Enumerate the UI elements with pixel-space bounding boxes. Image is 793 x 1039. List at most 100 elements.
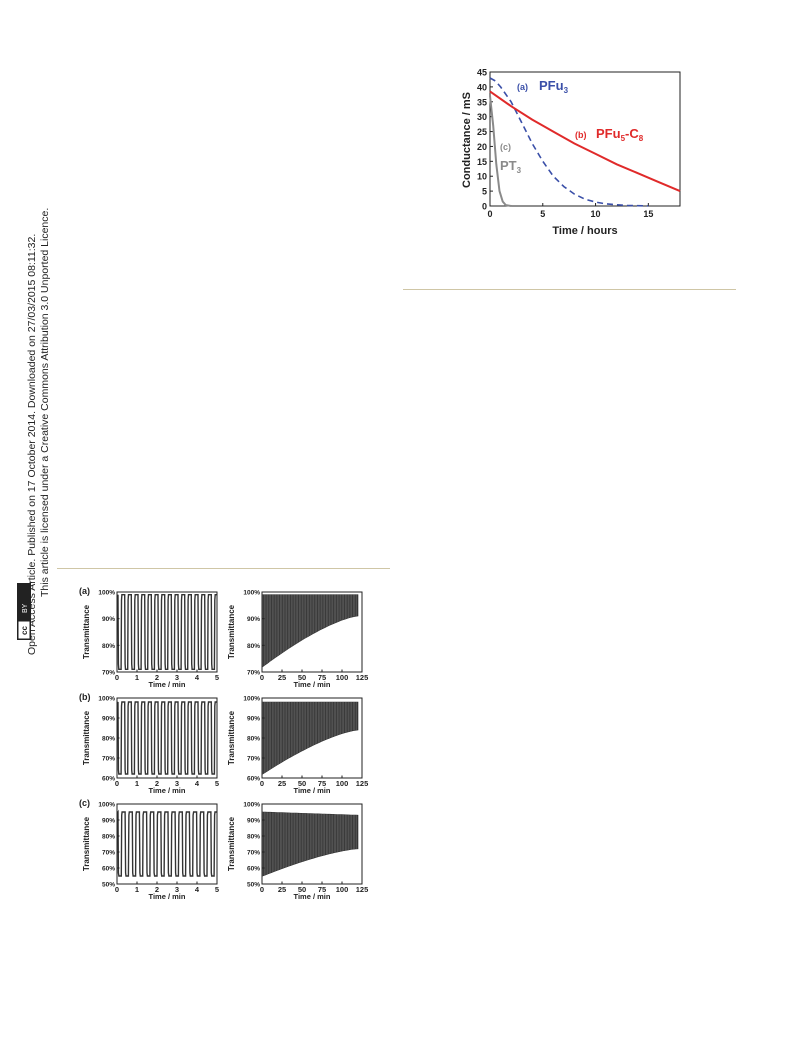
transmittance-trace-1 [116, 593, 217, 671]
panel-y-tick-label: 90% [247, 616, 260, 623]
panel-y-tick-label: 70% [102, 850, 115, 857]
series-label-a-letter: (a) [517, 82, 528, 92]
panel-x-tick-label: 2 [155, 779, 159, 788]
panel-letter-label: (b) [79, 692, 91, 702]
panel-frame [116, 591, 218, 673]
panel-y-tick-label: 60% [247, 776, 260, 783]
panel-x-tick-label: 5 [215, 779, 219, 788]
series-label-b-sub2: 8 [639, 134, 644, 143]
series-label-a-main: PFu [539, 78, 564, 93]
panel-y-tick-label: 70% [247, 670, 260, 677]
transmittance-panel-5: 50% 60% 70% 80% 90% 100% 0 1 2 3 4 5 Time / min Trans… [79, 798, 219, 900]
x-tick-label-0: 0 [487, 209, 492, 219]
panel-letter-label: (a) [79, 586, 90, 596]
panel-y-tick-label: 80% [102, 736, 115, 743]
series-label-a: (a) PFu3 [517, 78, 569, 95]
svg-text:PT3: PT3 [500, 158, 522, 175]
panel-frame [261, 803, 363, 885]
panel-y-tick-label: 60% [102, 776, 115, 783]
panel-y-tick-label: 100% [243, 696, 260, 703]
transmittance-trace-3 [116, 701, 217, 775]
panel-x-tick-label: 25 [278, 885, 286, 894]
cc-badge-text: cc [20, 626, 29, 635]
panel-x-tick-label: 100 [336, 779, 349, 788]
panel-x-tick-label: 3 [175, 779, 179, 788]
panel-x-tick-label: 75 [318, 779, 326, 788]
panel-x-tick-label: 1 [135, 673, 139, 682]
panel-x-tick-label: 2 [155, 885, 159, 894]
conductance-ylabel: Conductance / mS [461, 92, 473, 188]
panel-x-tick-label: 4 [195, 779, 200, 788]
panel-y-tick-label: 50% [247, 882, 260, 889]
panel-frame [261, 591, 363, 673]
panel-x-tick-label: 1 [135, 885, 139, 894]
transmittance-trace-5 [116, 809, 217, 877]
panel-y-tick-label: 80% [247, 643, 260, 650]
x-tick-label-2: 10 [591, 209, 601, 219]
panel-x-tick-label: 0 [115, 673, 119, 682]
panel-xlabel: Time / min [294, 786, 331, 795]
series-label-c: (c) PT3 [500, 142, 522, 175]
series-line-PFu3 [489, 77, 649, 207]
panel-x-tick-label: 5 [215, 673, 219, 682]
panel-xlabel: Time / min [294, 680, 331, 689]
panel-xlabel: Time / min [149, 892, 186, 900]
panel-y-tick-label: 70% [102, 756, 115, 763]
transmittance-panel-6: 50% 60% 70% 80% 90% 100% 0 25 50 75 100 125 Time / m… [227, 802, 368, 901]
panel-x-tick-label: 1 [135, 779, 139, 788]
series-label-c-main: PT [500, 158, 517, 173]
panel-x-tick-label: 50 [298, 885, 306, 894]
panel-xlabel: Time / min [149, 786, 186, 795]
panel-x-tick-label: 75 [318, 673, 326, 682]
series-label-c-sub: 3 [517, 166, 522, 175]
conductance-series [489, 77, 681, 207]
panel-ylabel: Transmittance [82, 816, 91, 871]
y-tick-label-2: 10 [477, 172, 487, 182]
license-sidebar-svg: Open Access Article. Published on 17 Oct… [17, 208, 51, 655]
y-tick-label-5: 25 [477, 127, 487, 137]
transmittance-panel-3: 60% 70% 80% 90% 100% 0 1 2 3 4 5 Time / min Transmit… [79, 692, 219, 795]
series-line-PT3 [489, 95, 512, 207]
panel-y-tick-label: 100% [98, 696, 115, 703]
panel-x-tick-label: 125 [356, 779, 369, 788]
panel-x-tick-label: 3 [175, 885, 179, 894]
panel-y-tick-label: 80% [247, 736, 260, 743]
panel-y-tick-label: 100% [98, 802, 115, 809]
panel-y-tick-label: 100% [243, 590, 260, 597]
series-label-b-main: PFu [596, 126, 621, 141]
panel-y-tick-label: 90% [247, 716, 260, 723]
panel-frame [116, 803, 218, 885]
transmittance-figure: 70% 80% 90% 100% 0 1 2 3 4 5 Time / min Transmittan… [79, 586, 368, 901]
panel-x-tick-label: 0 [115, 885, 119, 894]
series-label-a-sub: 3 [564, 86, 569, 95]
panel-x-tick-label: 4 [195, 673, 200, 682]
panel-y-tick-label: 100% [243, 802, 260, 809]
series-label-b-sub: 5 [621, 134, 626, 143]
series-label-b: (b) PFu5-C8 [575, 126, 644, 143]
y-tick-label-0: 0 [482, 202, 487, 212]
panel-y-tick-label: 90% [102, 616, 115, 623]
panel-letter-label: (c) [79, 798, 90, 808]
x-tick-label-3: 15 [643, 209, 653, 219]
panel-ylabel: Transmittance [227, 816, 236, 871]
panel-y-tick-label: 60% [102, 866, 115, 873]
transmittance-panel-2: 70% 80% 90% 100% 0 25 50 75 100 125 Time / min Tran… [227, 590, 368, 690]
cc-by-badge[interactable]: cc BY [17, 583, 31, 640]
panel-x-tick-label: 50 [298, 673, 306, 682]
divider-right [403, 289, 736, 290]
panel-xlabel: Time / min [149, 680, 186, 689]
panel-x-tick-label: 4 [195, 885, 200, 894]
panel-x-tick-label: 100 [336, 885, 349, 894]
transmittance-panel-4: 60% 70% 80% 90% 100% 0 25 50 75 100 125 Time / min T… [227, 696, 368, 796]
x-tick-label-1: 5 [540, 209, 545, 219]
panel-xlabel: Time / min [294, 892, 331, 900]
y-tick-label-6: 30 [477, 112, 487, 122]
panel-x-tick-label: 125 [356, 673, 369, 682]
panel-y-tick-label: 50% [102, 882, 115, 889]
panel-x-tick-label: 0 [260, 779, 264, 788]
conductance-xlabel: Time / hours [552, 225, 617, 237]
panel-y-tick-label: 100% [98, 590, 115, 597]
panel-y-tick-label: 70% [102, 670, 115, 677]
panel-y-tick-label: 80% [102, 834, 115, 841]
